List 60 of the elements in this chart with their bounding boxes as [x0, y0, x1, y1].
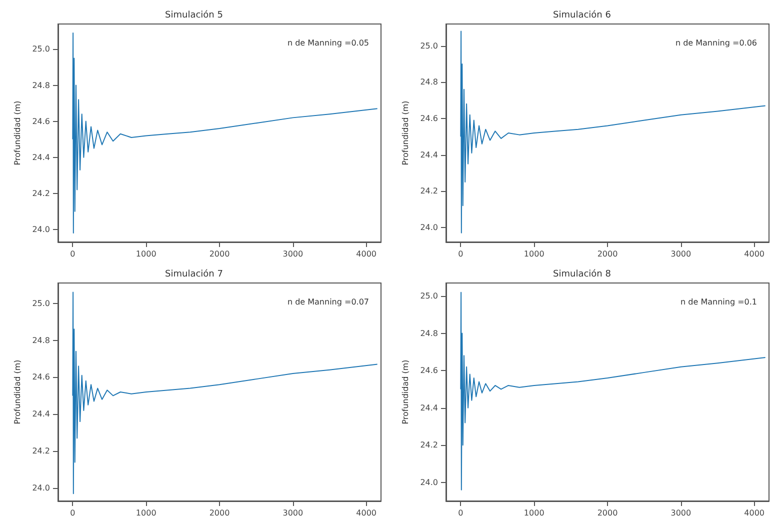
x-tick-label: 4000	[744, 250, 764, 258]
y-tick-label: 24.0	[32, 224, 50, 234]
x-tick-label: 1000	[136, 508, 156, 518]
line-series	[72, 292, 378, 494]
chart-title: Simulación 8	[553, 268, 612, 280]
annotation: n de Manning =0.07	[287, 298, 369, 306]
y-axis-title: Profundidad (m)	[12, 360, 22, 424]
line-series	[72, 32, 378, 234]
chart-title: Simulación 6	[553, 10, 612, 20]
y-tick-label: 24.2	[420, 186, 438, 196]
y-tick-label: 24.2	[32, 188, 50, 198]
x-tick-label: 3000	[670, 250, 692, 258]
y-tick-label: 24.6	[420, 366, 438, 376]
y-tick-label: 24.6	[32, 372, 50, 382]
y-tick-label: 25.0	[32, 44, 50, 54]
x-tick-label: 0	[458, 508, 464, 518]
x-tick-label: 4000	[356, 250, 376, 258]
x-tick-label: 3000	[670, 508, 692, 518]
x-tick-label: 0	[458, 250, 464, 258]
y-tick-label: 24.8	[420, 328, 438, 338]
line-series	[460, 292, 766, 490]
x-tick-label: 2000	[597, 508, 618, 518]
x-tick-label: 1000	[524, 508, 544, 518]
y-tick-label: 24.2	[32, 446, 50, 456]
x-tick-label: 1000	[524, 250, 544, 258]
y-tick-label: 24.8	[32, 80, 50, 90]
y-tick-label: 24.4	[32, 410, 50, 419]
x-tick-label: 3000	[282, 508, 304, 518]
x-tick-label: 0	[70, 508, 76, 518]
y-tick-label: 25.0	[32, 298, 50, 308]
y-tick-label: 24.4	[420, 403, 438, 412]
y-tick-label: 24.0	[32, 484, 50, 493]
y-tick-label: 24.0	[420, 478, 438, 487]
annotation: n de Manning =0.05	[287, 38, 369, 48]
x-tick-label: 0	[70, 250, 76, 258]
y-tick-label: 24.4	[32, 152, 50, 162]
y-tick-label: 24.8	[32, 336, 50, 345]
y-axis-title: Profundidad (m)	[400, 360, 410, 424]
annotation: n de Manning =0.06	[675, 38, 757, 48]
y-tick-label: 24.8	[420, 78, 438, 87]
chart-title: Simulación 5	[165, 10, 223, 20]
line-series	[460, 30, 766, 234]
x-tick-label: 2000	[597, 250, 618, 258]
x-tick-label: 4000	[744, 508, 764, 518]
y-axis-title: Profundidad (m)	[12, 100, 22, 166]
x-tick-label: 2000	[209, 508, 230, 518]
x-tick-label: 1000	[136, 250, 156, 258]
y-tick-label: 24.4	[420, 150, 438, 160]
chart-title: Simulación 7	[165, 268, 223, 280]
y-axis-title: Profundidad (m)	[400, 100, 410, 166]
y-tick-label: 25.0	[420, 41, 438, 50]
y-tick-label: 24.6	[32, 116, 50, 126]
y-tick-label: 25.0	[420, 292, 438, 301]
x-tick-label: 2000	[209, 250, 230, 258]
y-tick-label: 24.6	[420, 114, 438, 123]
x-tick-label: 4000	[356, 508, 376, 518]
y-tick-label: 24.2	[420, 440, 438, 450]
y-tick-label: 24.0	[420, 222, 438, 232]
x-tick-label: 3000	[282, 250, 304, 258]
annotation: n de Manning =0.1	[680, 298, 758, 306]
